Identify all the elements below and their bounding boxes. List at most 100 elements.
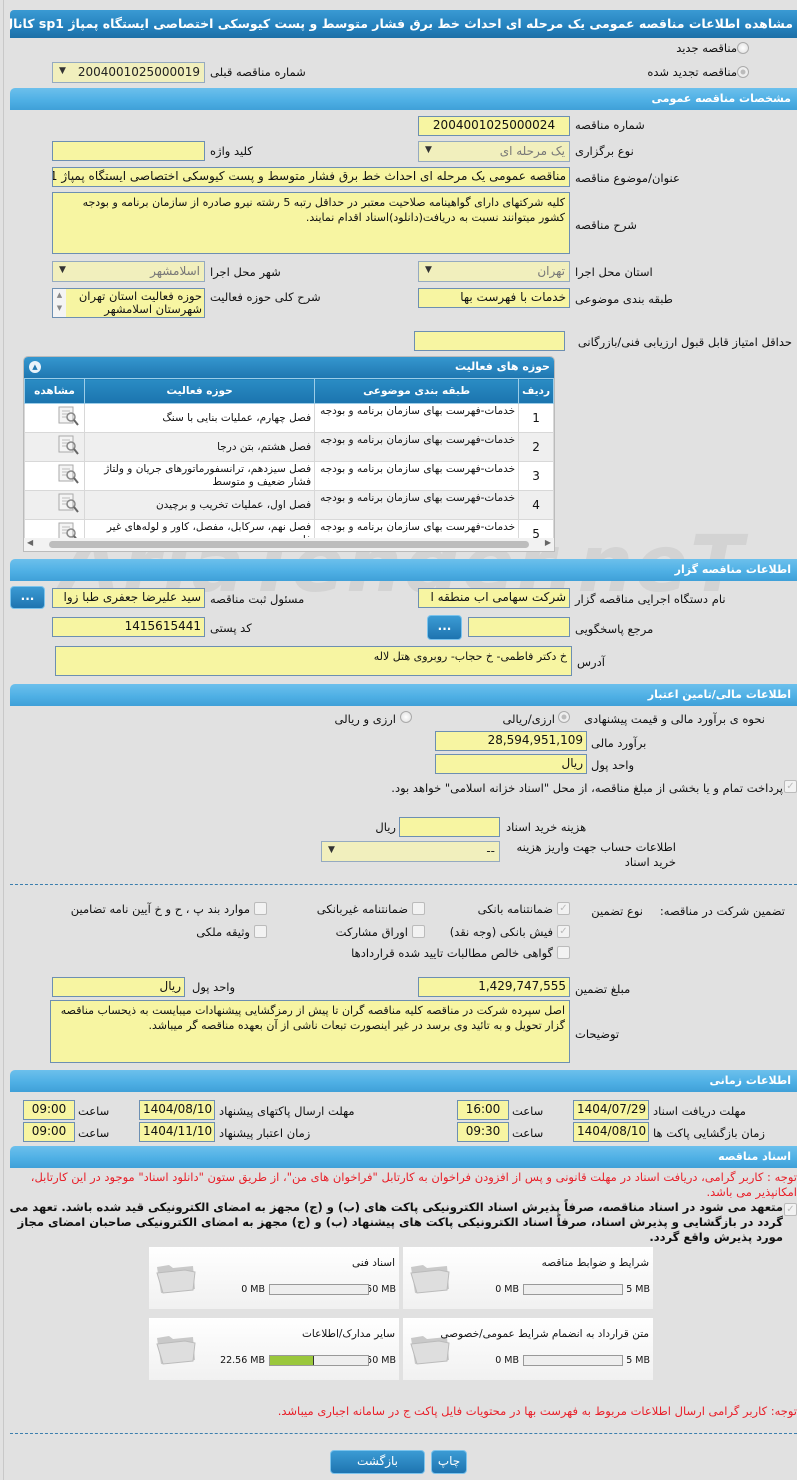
file-card[interactable]: سایر مدارک/اطلاعات 50 MB 22.56 MB	[149, 1318, 399, 1380]
scroll-left-icon[interactable]: ◀	[27, 538, 34, 547]
postal-field[interactable]: 1415615441	[52, 617, 205, 637]
radio-renewed-tender[interactable]	[737, 66, 749, 78]
file-max-size: 5 MB	[626, 1284, 650, 1295]
ref-lookup-button[interactable]: ...	[427, 615, 462, 640]
resp-lookup-button[interactable]: ...	[10, 586, 45, 609]
view-details-icon[interactable]	[24, 490, 85, 520]
doc-cost-field[interactable]	[399, 817, 500, 837]
hold-type-value: یک مرحله ای	[499, 144, 565, 158]
file-card[interactable]: اسناد فنی 50 MB 0 MB	[149, 1247, 399, 1309]
commitment-checkbox[interactable]: ✓	[784, 1203, 797, 1216]
valid-label: زمان اعتبار پیشنهاد	[219, 1126, 311, 1140]
notes-textarea[interactable]: اصل سپرده شرکت در مناقصه کلیه مناقصه گرا…	[50, 1000, 570, 1063]
guarantee-checkbox[interactable]: ✓	[557, 925, 570, 938]
table-row: 3 خدمات-فهرست بهای سازمان برنامه و بودجه…	[24, 461, 554, 491]
guarantee-checkbox[interactable]	[412, 902, 425, 915]
tender-number-field[interactable]: 2004001025000024	[418, 116, 570, 136]
guarantee-checkbox[interactable]	[254, 902, 267, 915]
guarantee-checkbox[interactable]	[412, 925, 425, 938]
folder-icon[interactable]	[155, 1330, 197, 1366]
guarantee-checkbox[interactable]	[254, 925, 267, 938]
guarantee-amount-field[interactable]: 1,429,747,555	[418, 977, 570, 997]
page-title: مشاهده اطلاعات مناقصه عمومی یک مرحله ای …	[10, 10, 797, 38]
open-date-field[interactable]: 1404/08/10	[573, 1122, 649, 1142]
radio-foreign-rial[interactable]	[400, 711, 412, 723]
row-field: فصل هشتم، بتن درجا	[83, 432, 316, 462]
resp-label: مسئول ثبت مناقصه	[210, 592, 305, 606]
activities-panel: حوزه های فعالیت ▲ ردیف طبقه بندی موضوعی …	[23, 356, 555, 552]
price-list-note: توجه: کاربر گرامی ارسال اطلاعات مربوط به…	[277, 1404, 797, 1418]
scroll-thumb[interactable]	[49, 541, 529, 548]
scope-scrollbar[interactable]: ▲ ▼	[53, 289, 66, 317]
guarantee-option-label: اوراق مشارکت	[335, 925, 408, 939]
collapse-icon[interactable]: ▲	[29, 361, 41, 373]
view-details-icon[interactable]	[24, 432, 85, 462]
row-category: خدمات-فهرست بهای سازمان برنامه و بودجه	[314, 432, 520, 462]
desc-textarea[interactable]: کلیه شرکتهای دارای گواهینامه صلاحیت معتب…	[52, 192, 570, 254]
prev-number-label: شماره مناقصه قبلی	[210, 65, 306, 79]
time-label: ساعت	[512, 1104, 544, 1118]
keyword-field[interactable]	[52, 141, 205, 161]
subject-field[interactable]: مناقصه عمومی یک مرحله ای احداث خط برق فش…	[52, 167, 570, 187]
scroll-right-icon[interactable]: ▶	[544, 538, 551, 547]
row-field: فصل اول، عملیات تخریب و برچیدن	[83, 490, 316, 520]
file-progress-bar	[269, 1284, 369, 1295]
province-select[interactable]: تهران ▼	[418, 261, 570, 282]
account-select[interactable]: -- ▼	[321, 841, 500, 862]
category-label: طبقه بندی موضوعی	[575, 292, 673, 306]
category-field[interactable]: خدمات با فهرست بها	[418, 288, 570, 308]
file-progress-bar	[269, 1355, 369, 1366]
guarantee-currency-field[interactable]: ریال	[52, 977, 185, 997]
valid-time-field[interactable]: 09:00	[23, 1122, 75, 1142]
min-score-label: حداقل امتیاز قابل قبول ارزیابی فنی/بازرگ…	[577, 335, 792, 349]
activities-table: ردیف طبقه بندی موضوعی حوزه فعالیت مشاهده…	[24, 378, 554, 549]
radio-rial[interactable]	[558, 711, 570, 723]
submit-time-field[interactable]: 09:00	[23, 1100, 75, 1120]
scope-textarea[interactable]: حوزه فعالیت استان تهران شهرستان اسلامشهر	[52, 288, 205, 318]
estimate-field[interactable]: 28,594,951,109	[435, 731, 587, 751]
address-label: آدرس	[577, 655, 605, 669]
hold-type-select[interactable]: یک مرحله ای ▼	[418, 141, 570, 162]
file-current-size: 0 MB	[495, 1284, 519, 1295]
desc-label: شرح مناقصه	[575, 218, 637, 232]
folder-icon[interactable]	[409, 1330, 451, 1366]
min-score-field[interactable]	[414, 331, 565, 351]
valid-date-field[interactable]: 1404/11/10	[139, 1122, 215, 1142]
org-field[interactable]: شرکت سهامی اب منطقه ا	[418, 588, 570, 608]
guarantee-checkbox[interactable]	[557, 946, 570, 959]
folder-icon[interactable]	[155, 1259, 197, 1295]
open-time-field[interactable]: 09:30	[457, 1122, 509, 1142]
col-field: حوزه فعالیت	[83, 378, 316, 404]
ref-field[interactable]	[468, 617, 570, 637]
guarantee-option-label: ضمانتنامه بانکی	[477, 902, 553, 916]
currency-field[interactable]: ریال	[435, 754, 587, 774]
file-card[interactable]: متن قرارداد به انضمام شرایط عمومی/خصوصی …	[403, 1318, 653, 1380]
file-card[interactable]: شرایط و ضوابط مناقصه 5 MB 0 MB	[403, 1247, 653, 1309]
city-select[interactable]: اسلامشهر ▼	[52, 261, 205, 282]
table-header-row: ردیف طبقه بندی موضوعی حوزه فعالیت مشاهده	[24, 378, 554, 404]
print-button[interactable]: چاپ	[431, 1450, 467, 1474]
row-number: 1	[518, 403, 554, 433]
radio-new-tender[interactable]	[737, 42, 749, 54]
postal-label: کد پستی	[210, 621, 252, 635]
province-value: تهران	[537, 264, 565, 278]
back-button[interactable]: بازگشت	[330, 1450, 425, 1474]
file-progress-bar	[523, 1355, 623, 1366]
org-label: نام دستگاه اجرایی مناقصه گزار	[575, 592, 726, 606]
doc-deadline-field[interactable]: 1404/07/29	[573, 1100, 649, 1120]
guarantee-option-label: فیش بانکی (وجه نقد)	[449, 925, 553, 939]
view-details-icon[interactable]	[24, 461, 85, 491]
guarantee-checkbox[interactable]: ✓	[557, 902, 570, 915]
doc-deadline-label: مهلت دریافت اسناد	[653, 1104, 746, 1118]
folder-icon[interactable]	[409, 1259, 451, 1295]
submit-date-field[interactable]: 1404/08/10	[139, 1100, 215, 1120]
doc-time-field[interactable]: 16:00	[457, 1100, 509, 1120]
row-number: 4	[518, 490, 554, 520]
resp-field[interactable]: سید علیرضا جعفری طبا زوا	[52, 588, 205, 608]
table-scrollbar[interactable]: ◀ ▶	[24, 538, 554, 551]
address-textarea[interactable]: خ دکتر فاطمی- خ حجاب- روبروی هتل لاله	[55, 646, 572, 676]
treasury-checkbox[interactable]: ✓	[784, 780, 797, 793]
treasury-text: پرداخت تمام و یا بخشی از مبلغ مناقصه، از…	[391, 781, 783, 795]
prev-number-select[interactable]: 2004001025000019 ▼	[52, 62, 205, 83]
view-details-icon[interactable]	[24, 403, 85, 433]
